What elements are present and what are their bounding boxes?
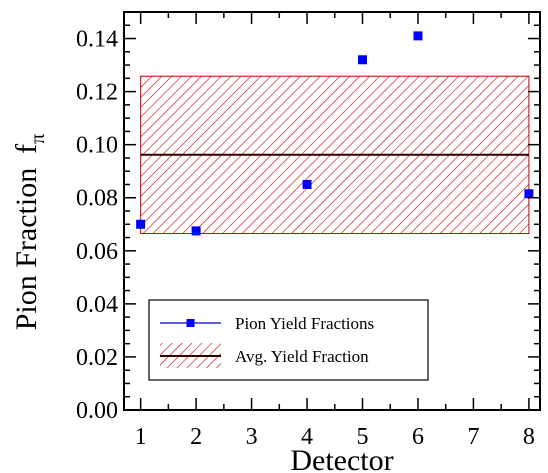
data-point-detector-1 <box>136 219 146 229</box>
legend-label-points: Pion Yield Fractions <box>235 314 374 333</box>
y-tick-label: 0.12 <box>76 80 118 106</box>
legend-label-avg: Avg. Yield Fraction <box>235 347 369 366</box>
data-point-detector-4 <box>302 179 312 189</box>
plot-frame <box>123 11 541 411</box>
y-tick-label: 0.02 <box>76 345 118 371</box>
y-tick-label: 0.08 <box>76 186 118 212</box>
y-axis-title-subscript: π <box>27 134 49 144</box>
x-tick-label: 4 <box>301 424 313 450</box>
x-tick-label: 7 <box>467 424 479 450</box>
y-axis-title-text: Pion Fraction <box>10 168 43 331</box>
x-tick-label: 5 <box>357 424 369 450</box>
x-axis-title: Detector <box>290 444 393 473</box>
x-tick-label: 3 <box>246 424 258 450</box>
data-point-detector-2 <box>191 226 201 236</box>
y-tick-label: 0.04 <box>76 292 118 318</box>
y-axis-title-symbol: f <box>10 144 43 154</box>
data-point-detector-5 <box>358 55 368 65</box>
x-tick-label: 1 <box>135 424 147 450</box>
y-tick-label: 0.14 <box>76 27 118 53</box>
legend: Pion Yield Fractions Avg. Yield Fraction <box>148 299 429 381</box>
y-tick-label: 0.00 <box>76 398 118 424</box>
x-tick-label: 6 <box>412 424 424 450</box>
y-tick-label: 0.06 <box>76 239 118 265</box>
y-axis-title: Pion Fraction fπ <box>10 134 49 331</box>
x-tick-label: 2 <box>190 424 202 450</box>
x-tick-label: 8 <box>523 424 535 450</box>
y-tick-label: 0.10 <box>76 133 118 159</box>
data-point-detector-8 <box>524 189 534 199</box>
data-point-detector-6 <box>413 31 423 41</box>
legend-points-marker <box>186 319 195 327</box>
